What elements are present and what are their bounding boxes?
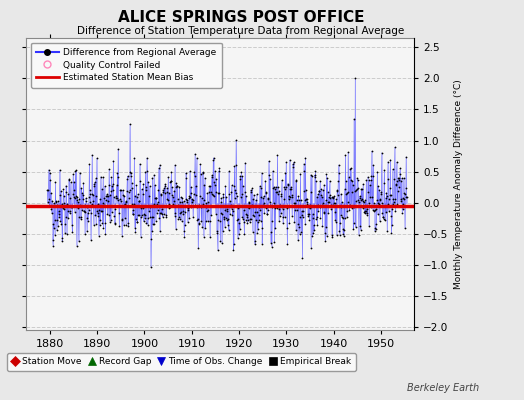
Legend: Station Move, Record Gap, Time of Obs. Change, Empirical Break: Station Move, Record Gap, Time of Obs. C… xyxy=(7,353,356,371)
Text: Difference of Station Temperature Data from Regional Average: Difference of Station Temperature Data f… xyxy=(78,26,405,36)
Text: Berkeley Earth: Berkeley Earth xyxy=(407,383,479,393)
Y-axis label: Monthly Temperature Anomaly Difference (°C): Monthly Temperature Anomaly Difference (… xyxy=(454,79,463,289)
Text: ALICE SPRINGS POST OFFICE: ALICE SPRINGS POST OFFICE xyxy=(118,10,364,25)
